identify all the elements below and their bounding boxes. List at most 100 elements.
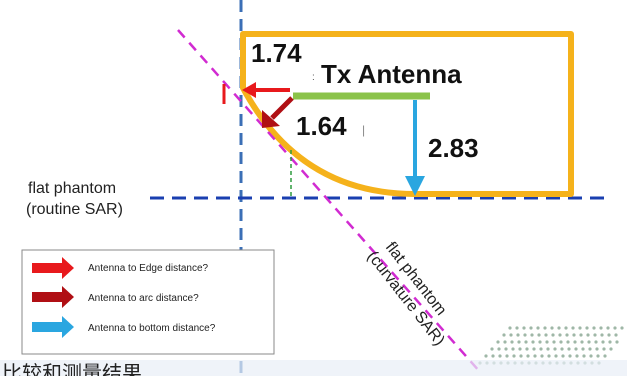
decorative-dot [553,347,557,351]
arc-distance-value: 1.64 [296,111,347,141]
decorative-dot [554,354,558,358]
legend-bottom-label: Antenna to bottom distance? [88,323,216,334]
decorative-dot [587,340,591,344]
decorative-dot [546,347,550,351]
decorative-dot [526,354,530,358]
decorative-dot [537,333,541,337]
decorative-dot [581,347,585,351]
decorative-dot [540,354,544,358]
routine-phantom-label-line2: (routine SAR) [26,201,123,218]
decorative-dot [558,333,562,337]
curvature-phantom-line [177,29,481,373]
decorative-dot [551,333,555,337]
decorative-dot [614,333,618,337]
decorative-dot [615,340,619,344]
antenna-label: Tx Antenna [321,59,462,89]
legend-item-bottom: Antenna to bottom distance? [32,316,216,338]
decorative-dot [509,333,513,337]
routine-phantom-label-line1: flat phantom [28,180,116,197]
decorative-dot [533,354,537,358]
decorative-dot [522,326,526,330]
decorative-dot [531,340,535,344]
decorative-dot [510,340,514,344]
decorative-dot [579,333,583,337]
legend-item-arc: Antenna to arc distance? [32,286,199,308]
decorative-dot [498,354,502,358]
decorative-dot [523,333,527,337]
bottom-caption-text: 比较和测量结果 [2,362,142,376]
arc-distance-arrow-head [262,110,280,128]
decorative-dot [578,326,582,330]
decorative-dot [497,347,501,351]
decorative-dot [536,326,540,330]
decorative-dot [543,326,547,330]
decorative-dot [504,347,508,351]
decorative-dot [574,347,578,351]
decorative-dot [559,340,563,344]
decorative-dot [529,326,533,330]
decorative-dot [490,347,494,351]
legend-edge-label: Antenna to Edge distance? [88,263,209,274]
legend-bottom-arrow-icon [32,316,74,338]
decorative-dot [585,326,589,330]
decorative-dot [561,354,565,358]
edge-value-mask [250,38,318,68]
dot-pattern [478,326,624,365]
decorative-dot [517,340,521,344]
decorative-dot [586,333,590,337]
decorative-dot [539,347,543,351]
decorative-dot [538,340,542,344]
decorative-dot [503,340,507,344]
decorative-dot [515,326,519,330]
decorative-dot [603,354,607,358]
decorative-dot [544,333,548,337]
arc-value-mask [294,108,364,142]
decorative-dot [573,340,577,344]
decorative-dot [606,326,610,330]
decorative-dot [602,347,606,351]
decorative-dot [524,340,528,344]
decorative-dot [588,347,592,351]
decorative-dot [496,340,500,344]
decorative-dot [545,340,549,344]
decorative-dot [557,326,561,330]
decorative-dot [607,333,611,337]
decorative-dot [580,340,584,344]
decorative-dot [608,340,612,344]
decorative-dot [582,354,586,358]
decorative-dot [547,354,551,358]
decorative-dot [601,340,605,344]
decorative-dot [593,333,597,337]
curvature-phantom-label: flat phantom (curvature SAR) [364,239,450,349]
tick-mark-edge: : [312,72,315,83]
decorative-dot [552,340,556,344]
decorative-dot [595,347,599,351]
legend-arc-arrow-icon [32,286,74,308]
decorative-dot [502,333,506,337]
decorative-dot [508,326,512,330]
decorative-dot [564,326,568,330]
decorative-dot [609,347,613,351]
decorative-dot [530,333,534,337]
bottom-caption-strip [0,360,627,376]
decorative-dot [505,354,509,358]
decorative-dot [620,326,624,330]
arc-distance-arrow-shaft [270,96,294,120]
decorative-dot [568,354,572,358]
edge-distance-arrow-head [242,82,256,98]
bottom-distance-arrow-head [405,176,425,196]
tick-mark-arc: | [362,123,365,137]
decorative-dot [518,347,522,351]
decorative-dot [511,347,515,351]
decorative-dot [592,326,596,330]
decorative-dot [550,326,554,330]
decorative-dot [567,347,571,351]
decorative-dot [491,354,495,358]
decorative-dot [571,326,575,330]
decorative-dot [512,354,516,358]
decorative-dot [484,354,488,358]
legend-edge-arrow-icon [32,257,74,279]
decorative-dot [516,333,520,337]
